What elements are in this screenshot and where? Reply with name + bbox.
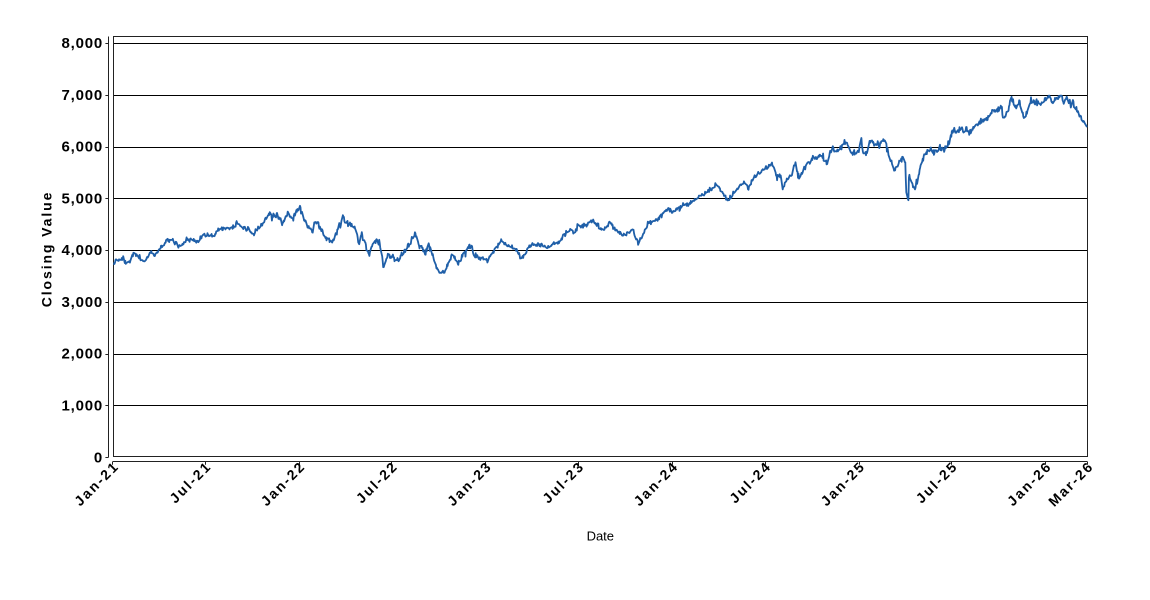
svg-text:4,000: 4,000 xyxy=(61,242,103,259)
svg-text:5,000: 5,000 xyxy=(61,190,103,207)
svg-text:Closing Value: Closing Value xyxy=(39,191,55,308)
svg-text:8,000: 8,000 xyxy=(61,35,103,52)
svg-text:Date: Date xyxy=(587,529,614,544)
svg-text:2,000: 2,000 xyxy=(61,346,103,363)
svg-text:0: 0 xyxy=(94,449,103,466)
svg-text:1,000: 1,000 xyxy=(61,397,103,414)
svg-text:3,000: 3,000 xyxy=(61,294,103,311)
svg-text:7,000: 7,000 xyxy=(61,87,103,104)
svg-text:6,000: 6,000 xyxy=(61,139,103,156)
